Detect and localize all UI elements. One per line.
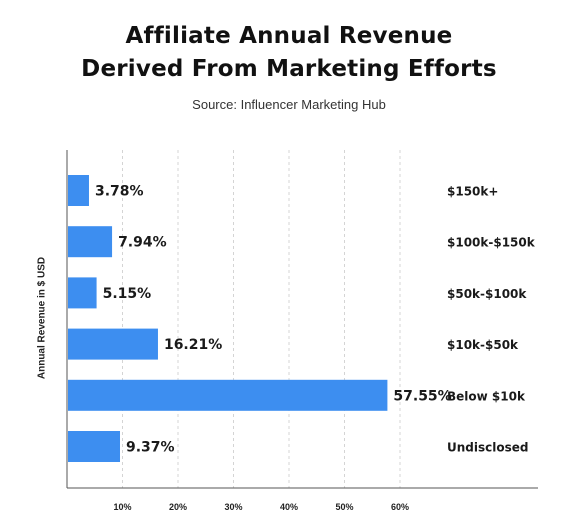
- category-label: Below $10k: [447, 389, 526, 403]
- x-tick-label: 40%: [280, 502, 298, 512]
- bars: [68, 175, 388, 462]
- bar-value-label: 5.15%: [103, 286, 152, 302]
- x-tick-label: 30%: [224, 502, 242, 512]
- chart-title-line-1: Affiliate Annual Revenue: [125, 23, 453, 49]
- x-tick-label: 50%: [335, 502, 353, 512]
- bar-value-label: 3.78%: [95, 184, 144, 200]
- bar-value-label: 9.37%: [126, 440, 175, 456]
- x-tick-label: 10%: [113, 502, 131, 512]
- category-label: $50k-$100k: [447, 287, 527, 301]
- gridlines: [122, 150, 401, 488]
- chart-subtitle: Source: Influencer Marketing Hub: [192, 97, 386, 112]
- chart-title: Affiliate Annual Revenue Derived From Ma…: [0, 20, 578, 86]
- bar-value-label: 7.94%: [118, 235, 167, 251]
- bar: [68, 175, 89, 206]
- bar: [68, 431, 121, 462]
- bar-value-label: 57.55%: [393, 388, 451, 404]
- category-label: $100k-$150k: [447, 236, 536, 250]
- labels: 10% 20% 30% 40% 50% 60% 3.78% $150k+ 7.94% $100k-…: [95, 184, 536, 513]
- x-tick-label: 20%: [169, 502, 187, 512]
- bar: [68, 379, 388, 411]
- category-label: $10k-$50k: [447, 338, 519, 352]
- category-label: Undisclosed: [447, 441, 528, 455]
- bar-value-label: 16.21%: [164, 337, 222, 353]
- bar: [68, 328, 158, 360]
- bar: [68, 226, 113, 258]
- axes: [66, 150, 538, 489]
- chart-title-line-2: Derived From Marketing Efforts: [81, 56, 497, 82]
- category-label: $150k+: [447, 185, 498, 199]
- bar: [68, 277, 97, 309]
- x-tick-label: 60%: [391, 502, 409, 512]
